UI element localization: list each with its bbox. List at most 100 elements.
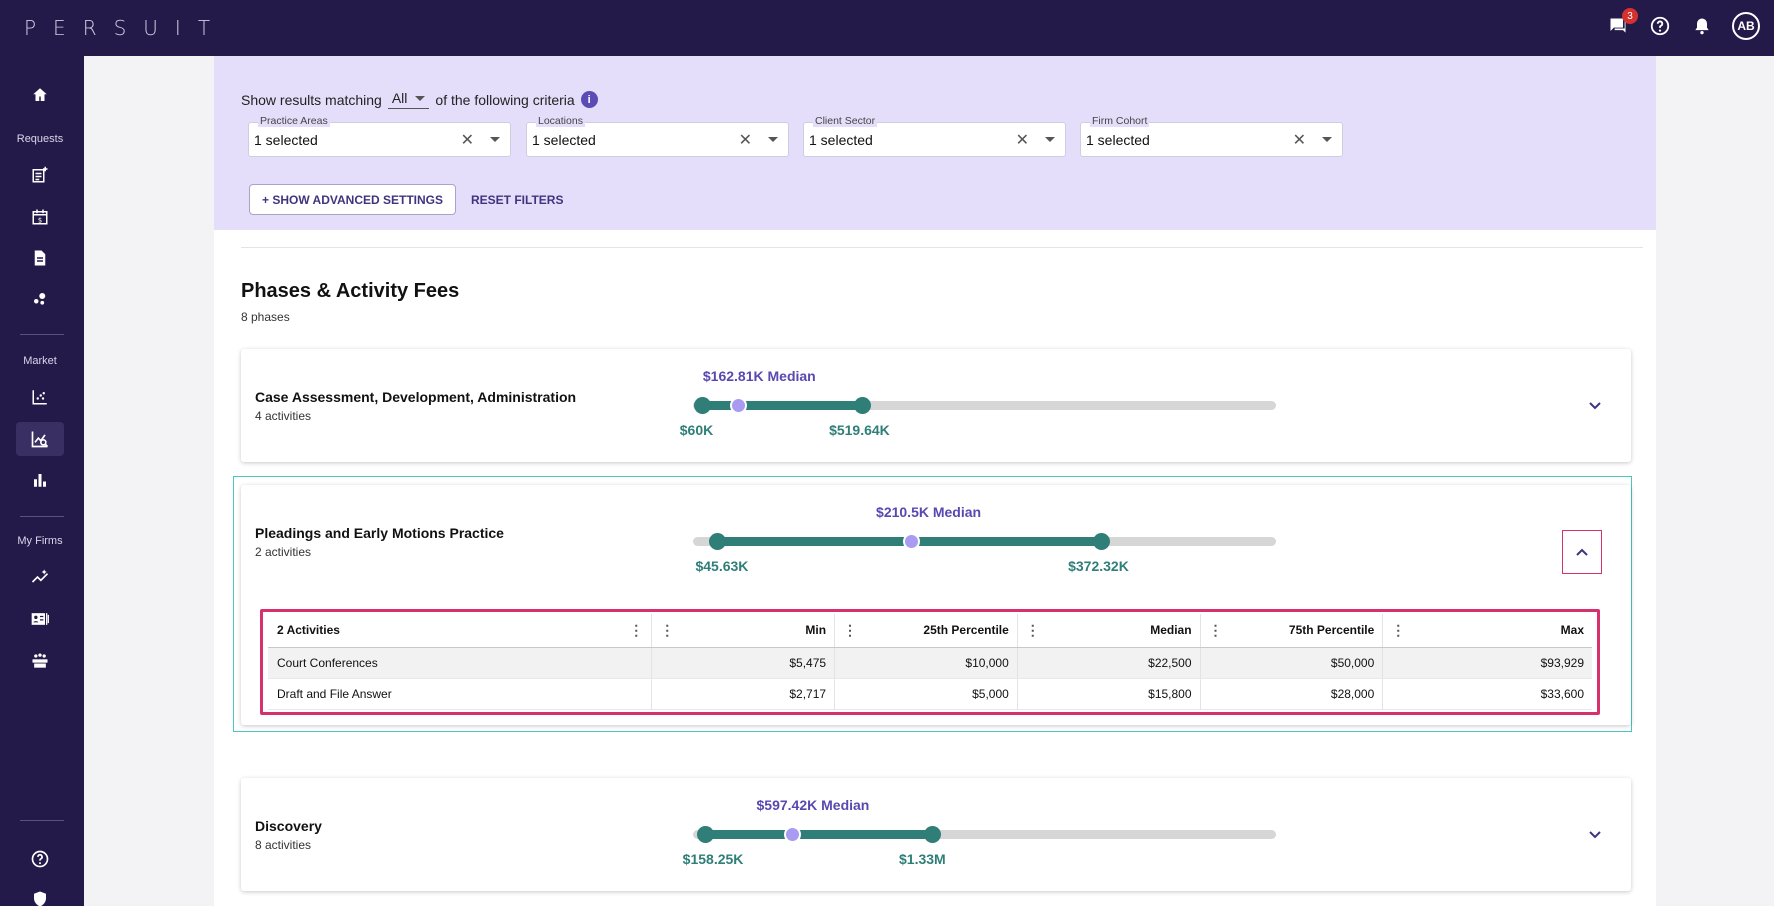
sidebar-nav: Requests $ Market My Firms: [0, 56, 84, 906]
median-marker: [783, 826, 801, 843]
fee-range-track: $162.81K Median $60K $519.64K: [680, 368, 1276, 438]
range-max-label: $372.32K: [1068, 558, 1129, 574]
median-label: $162.81K Median: [702, 368, 816, 384]
phase-name: Discovery: [255, 818, 322, 834]
firm-groups-icon[interactable]: [16, 644, 64, 678]
column-menu-icon[interactable]: ⋮: [1208, 622, 1223, 638]
filter-value: 1 selected: [254, 132, 318, 148]
range-min-label: $45.63K: [695, 558, 749, 574]
fee-range-track: $210.5K Median $45.63K $372.32K: [693, 504, 1276, 574]
range-max-knob: [1093, 533, 1111, 550]
sidebar-divider: [20, 516, 64, 517]
column-header[interactable]: ⋮ 25th Percentile: [834, 614, 1018, 648]
calendar-pricing-icon[interactable]: $: [16, 200, 64, 234]
main-content: Show results matching All of the followi…: [214, 56, 1656, 906]
user-avatar[interactable]: AB: [1732, 12, 1760, 40]
requests-section-label: Requests: [16, 133, 64, 145]
column-header[interactable]: ⋮ Min: [651, 614, 836, 648]
top-bar-actions: 3 AB: [1606, 8, 1760, 40]
caret-down-icon[interactable]: [768, 137, 778, 142]
notifications-bell-icon[interactable]: [1690, 14, 1714, 38]
client-sector-filter[interactable]: Client Sector 1 selected ✕: [803, 115, 1066, 157]
my-firms-section-label: My Firms: [17, 535, 63, 547]
locations-filter[interactable]: Locations 1 selected ✕: [526, 115, 789, 157]
top-bar: PERSUIT 3 AB: [0, 0, 1774, 56]
column-menu-icon[interactable]: ⋮: [843, 622, 858, 638]
min-cell: $2,717: [651, 678, 836, 710]
column-header[interactable]: ⋮ 75th Percentile: [1200, 614, 1384, 648]
section-title: Phases & Activity Fees: [241, 280, 460, 302]
bubbles-icon[interactable]: [16, 282, 64, 316]
column-header-label: 25th Percentile: [923, 623, 1009, 638]
p25-cell: $10,000: [834, 647, 1018, 679]
median-label: $210.5K Median: [876, 504, 982, 520]
clear-icon[interactable]: ✕: [1292, 132, 1306, 149]
min-cell: $5,475: [651, 647, 836, 679]
column-menu-icon[interactable]: ⋮: [1025, 622, 1040, 638]
support-help-icon[interactable]: [16, 842, 64, 876]
messages-icon[interactable]: 3: [1606, 8, 1638, 38]
clear-icon[interactable]: ✕: [738, 132, 752, 149]
document-icon[interactable]: [16, 241, 64, 275]
section-subtitle: 8 phases: [241, 310, 290, 324]
fee-range-bar: [704, 830, 933, 839]
caret-down-icon: [415, 95, 426, 101]
phase-card-expanded: Pleadings and Early Motions Practice 2 a…: [241, 485, 1631, 725]
clear-icon[interactable]: ✕: [460, 132, 474, 149]
show-advanced-settings-button[interactable]: + SHOW ADVANCED SETTINGS: [249, 184, 457, 215]
collapse-phase-button[interactable]: [1562, 530, 1602, 574]
table-header-row: 2 Activities ⋮ ⋮ Min ⋮ 25th Percentile ⋮ Med…: [268, 614, 1592, 648]
column-header[interactable]: ⋮ Median: [1017, 614, 1201, 648]
median-marker: [903, 533, 921, 550]
chevron-up-icon: [1576, 548, 1588, 556]
firm-cohort-filter[interactable]: Firm Cohort 1 selected ✕: [1080, 115, 1343, 157]
expand-phase-button[interactable]: [1575, 384, 1615, 428]
column-menu-icon[interactable]: ⋮: [629, 622, 644, 638]
max-cell: $33,600: [1382, 678, 1592, 710]
practice-areas-filter[interactable]: Practice Areas 1 selected ✕: [248, 115, 511, 157]
column-header-label: 2 Activities: [277, 623, 340, 638]
info-icon[interactable]: i: [580, 91, 598, 108]
filter-label: Client Sector: [813, 115, 878, 127]
caret-down-icon[interactable]: [1322, 137, 1332, 142]
filters-panel: Show results matching All of the followi…: [214, 56, 1656, 230]
phase-card: Discovery 8 activities $597.42K Median $…: [241, 778, 1631, 891]
expand-phase-button[interactable]: [1575, 813, 1615, 857]
bar-chart-icon[interactable]: [16, 463, 64, 497]
range-min-label: $60K: [679, 422, 714, 438]
table-row[interactable]: Court Conferences $5,475 $10,000 $22,500…: [268, 647, 1592, 679]
scatter-chart-icon[interactable]: [16, 380, 64, 414]
help-icon[interactable]: [1648, 14, 1672, 38]
activities-table-highlight: 2 Activities ⋮ ⋮ Min ⋮ 25th Percentile ⋮ Med…: [260, 609, 1600, 715]
column-header-label: Min: [805, 623, 827, 638]
home-icon[interactable]: [16, 78, 64, 112]
filter-value: 1 selected: [532, 132, 596, 148]
new-request-icon[interactable]: [16, 158, 64, 192]
range-max-label: $1.33M: [899, 851, 946, 867]
match-mode-select[interactable]: All: [387, 90, 430, 109]
table-row[interactable]: Draft and File Answer $2,717 $5,000 $15,…: [268, 678, 1592, 710]
caret-down-icon[interactable]: [490, 137, 500, 142]
sparkle-trend-icon[interactable]: [16, 560, 64, 594]
filter-label: Locations: [536, 115, 585, 127]
section-divider: [241, 247, 1643, 248]
range-min-knob: [709, 533, 727, 550]
security-shield-icon[interactable]: [16, 882, 64, 906]
market-analysis-icon[interactable]: [16, 422, 64, 456]
clear-icon[interactable]: ✕: [1015, 132, 1029, 149]
reset-filters-button[interactable]: RESET FILTERS: [471, 193, 564, 207]
column-header[interactable]: 2 Activities ⋮: [268, 614, 653, 648]
p75-cell: $28,000: [1200, 678, 1384, 710]
column-menu-icon[interactable]: ⋮: [1391, 622, 1406, 638]
median-marker: [729, 397, 747, 414]
phase-activities-count: 8 activities: [255, 838, 312, 852]
svg-text:$: $: [38, 216, 42, 224]
caret-down-icon[interactable]: [1045, 137, 1055, 142]
column-menu-icon[interactable]: ⋮: [660, 622, 675, 638]
filter-label: Firm Cohort: [1090, 115, 1150, 127]
column-header[interactable]: ⋮ Max: [1382, 614, 1592, 648]
firm-contacts-icon[interactable]: [16, 602, 64, 636]
match-mode-value: All: [391, 90, 408, 106]
range-min-knob: [696, 826, 714, 843]
persuit-logo[interactable]: PERSUIT: [24, 16, 228, 40]
